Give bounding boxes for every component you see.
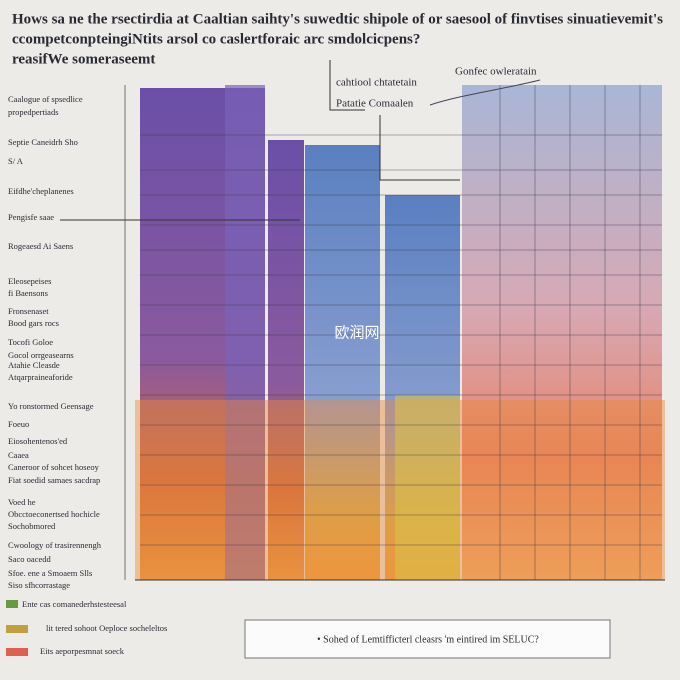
side-label: Yo ronstormed Geensage xyxy=(8,401,94,411)
side-label: Sochobmored xyxy=(8,521,56,531)
bar-art xyxy=(395,395,460,580)
side-label: Eiosohentenos'ed xyxy=(8,436,68,446)
side-label: Tocofi Goloe xyxy=(8,337,53,347)
side-label: Sfoe. ene a Smoaem Slls xyxy=(8,568,92,578)
side-label: Voed he xyxy=(8,497,36,507)
legend-label: Ente cas comanederhstesteesal xyxy=(22,599,127,609)
bar-art xyxy=(462,85,662,580)
title-line: reasifWe someraseemt xyxy=(12,51,155,67)
side-label: Caalogue of spsedlice xyxy=(8,94,83,104)
side-label: fi Baensons xyxy=(8,288,48,298)
legend-label: lit tered sohoot Oeploce socheleltos xyxy=(46,623,167,633)
bar-art xyxy=(305,145,380,580)
side-label: Foeuo xyxy=(8,419,29,429)
title-line: ccompetconpteingiNtits arsol co caslertf… xyxy=(12,31,420,47)
bar-art xyxy=(268,140,304,580)
caption: • Sohed of Lemtifficterl cleasrs 'm eint… xyxy=(317,634,539,645)
title-line: Hows sa ne the rsectirdia at Caaltian sa… xyxy=(12,11,663,27)
leader-line xyxy=(429,79,541,106)
side-label: Cwoology of trasirennengh xyxy=(8,540,102,550)
side-label: Gocol orrgeasearns xyxy=(8,350,74,360)
side-label: Bood gars rocs xyxy=(8,318,59,328)
side-label: Septie Caneidrh Sho xyxy=(8,137,78,147)
left-labels: Caalogue of spsedlice propedpertiads Septi… xyxy=(8,94,102,590)
side-label: Pengisfe saae xyxy=(8,212,54,222)
side-label: Atqarpraineaforide xyxy=(8,372,73,382)
legend-swatch xyxy=(6,625,28,633)
top-label: Patatie Comaalen xyxy=(336,98,414,110)
side-label: Atahie Cleasde xyxy=(8,360,60,370)
side-label: Obcctoeconertsed hochicle xyxy=(8,509,100,519)
legend-label: Eits aeporpesmnat soeck xyxy=(40,646,125,656)
side-label: S/ A xyxy=(8,156,24,166)
side-label: Saco oacedd xyxy=(8,554,51,564)
top-label: cahtiool chtatetain xyxy=(336,77,417,89)
side-label: propedpertiads xyxy=(8,107,59,117)
leader-line xyxy=(379,115,460,181)
watermark: 欧润网 xyxy=(334,324,379,342)
leader-line xyxy=(329,60,365,111)
side-label: Fiat soedid samaes sacdrap xyxy=(8,475,100,485)
side-label: Caneroor of sohcet hoseoy xyxy=(8,462,100,472)
side-label: Siso sfhcorrastage xyxy=(8,580,70,590)
legend-swatch xyxy=(6,648,28,656)
side-label: Eleosepeises xyxy=(8,276,51,286)
side-label: Caaea xyxy=(8,450,29,460)
side-label: Rogeaesd Ai Saens xyxy=(8,241,73,251)
side-label: Fronsenaset xyxy=(8,306,49,316)
legend-swatch xyxy=(6,600,18,608)
bar-art xyxy=(225,85,265,580)
side-label: Eifdhe'cheplanenes xyxy=(8,186,74,196)
chart-art xyxy=(60,60,665,581)
top-label: Gonfec owleratain xyxy=(455,66,537,78)
grid xyxy=(140,85,662,580)
caption-box xyxy=(244,619,611,659)
